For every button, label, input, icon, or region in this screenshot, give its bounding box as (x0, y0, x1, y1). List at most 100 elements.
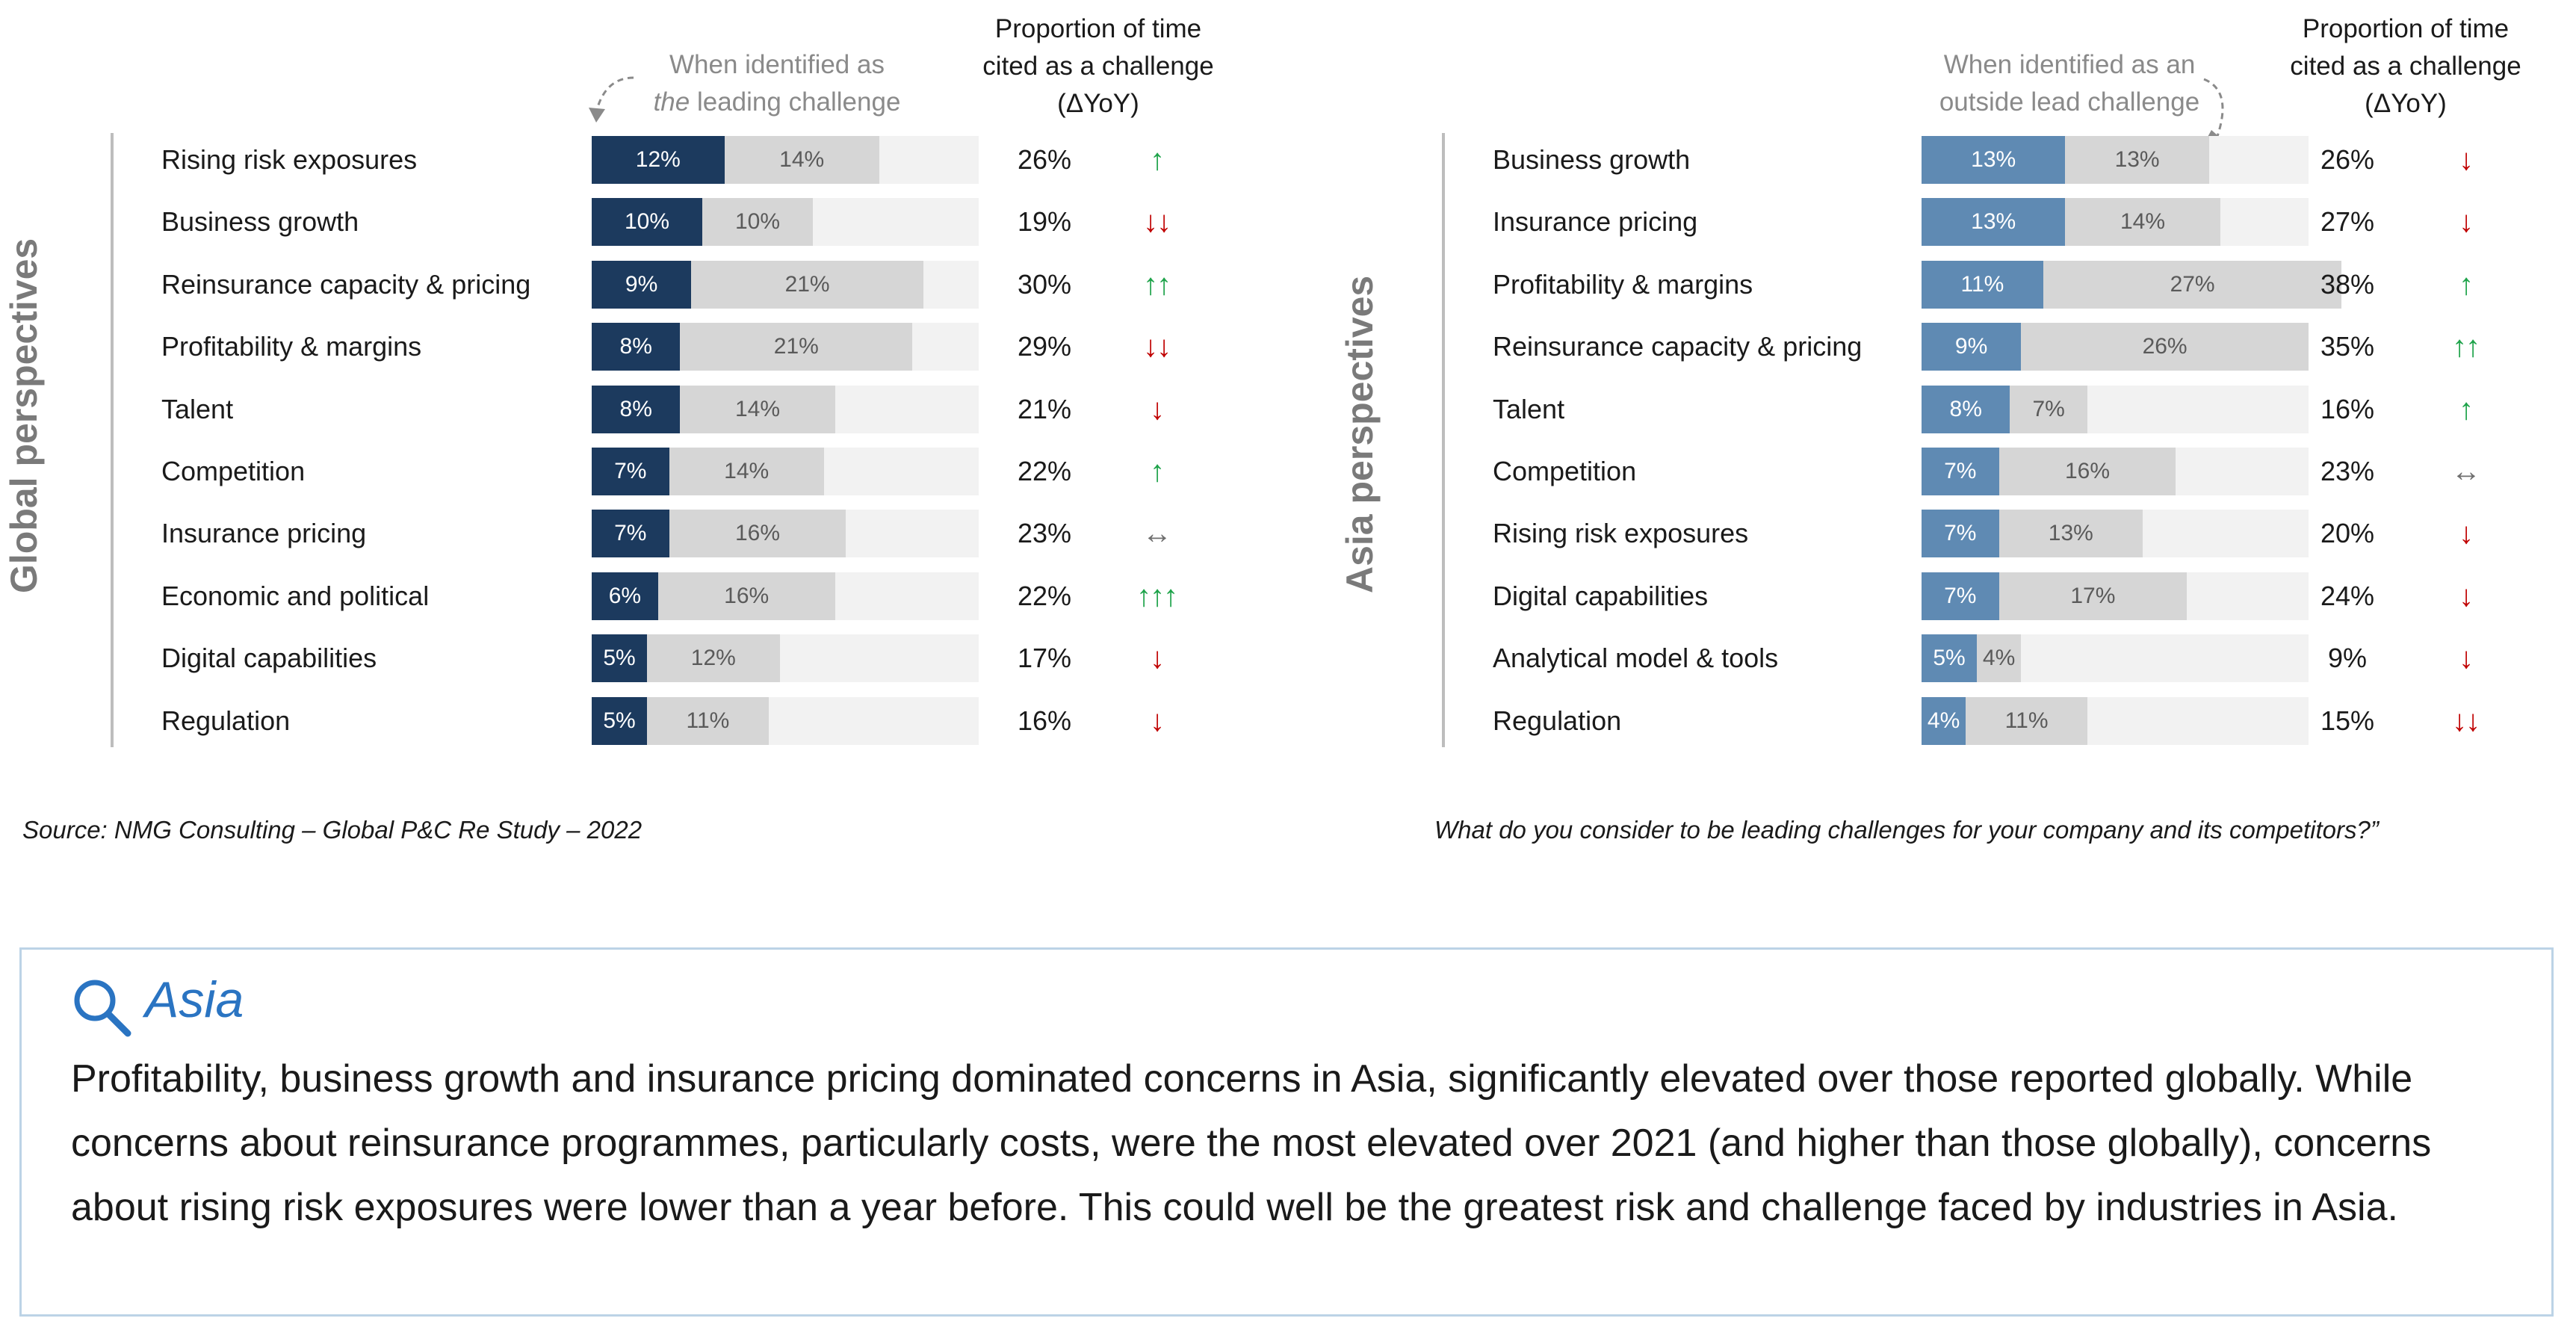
asia-bar-secondary: 27% (2043, 260, 2342, 309)
asia-trend-arrow: ↓ (2459, 143, 2474, 176)
asia-trend-arrow: ↑↑ (2452, 330, 2480, 364)
global-bar-secondary: 16% (669, 510, 846, 558)
asia-bar-track: 9% 26% (1922, 323, 2309, 371)
global-chart-panel: Global perspectives When identified as t… (0, 0, 1270, 762)
asia-bar-primary: 13% (1922, 136, 2066, 184)
global-bar-primary: 7% (592, 510, 669, 558)
asia-trend-arrow: ↓ (2459, 517, 2474, 551)
global-proportion-value: 29% (1017, 331, 1072, 362)
global-trend-arrow: ↑ (1150, 455, 1165, 488)
global-trend-arrow: ↑ (1150, 143, 1165, 176)
global-bar-primary: 8% (592, 323, 681, 371)
global-trend-arrow: ↑↑ (1143, 267, 1171, 301)
global-category-label: Talent (161, 393, 234, 424)
global-category-label: Profitability & margins (161, 331, 422, 362)
global-bar-track: 7% 14% (592, 448, 979, 495)
global-bar-secondary: 21% (691, 260, 923, 309)
asia-trend-arrow: ↓ (2459, 642, 2474, 675)
global-bar-track: 12% 14% (592, 136, 979, 184)
global-chart-title: Global perspectives (3, 238, 45, 593)
global-category-label: Regulation (161, 705, 291, 736)
global-category-label: Competition (161, 456, 306, 486)
asia-bar-primary: 7% (1922, 448, 1999, 495)
global-proportion-value: 26% (1017, 144, 1072, 175)
global-trend-arrow: ↓↓ (1143, 205, 1171, 239)
asia-bar-primary: 11% (1922, 260, 2043, 309)
asia-category-label: Reinsurance capacity & pricing (1493, 331, 1863, 362)
global-bar-secondary: 16% (657, 572, 835, 620)
search-icon (74, 980, 131, 1037)
asia-bar-secondary: 13% (2065, 136, 2209, 184)
asia-category-label: Competition (1493, 456, 1637, 486)
global-proportion-value: 19% (1017, 206, 1072, 238)
asia-bar-primary: 7% (1922, 572, 1999, 620)
global-bar-track: 5% 11% (592, 696, 979, 745)
insight-title: Asia (145, 971, 244, 1028)
asia-bar-track: 11% 27% (1922, 260, 2342, 309)
global-proportion-value: 17% (1017, 643, 1072, 674)
asia-axis-line (1442, 133, 1445, 747)
asia-trend-arrow: ↓ (2459, 205, 2474, 239)
global-axis-line (111, 133, 114, 747)
asia-proportion-value: 35% (2320, 331, 2375, 362)
asia-chart-title: Asia perspectives (1339, 275, 1381, 593)
asia-bar-track: 7% 13% (1922, 510, 2309, 558)
global-trend-arrow: ↓↓ (1143, 330, 1171, 364)
global-proportion-value: 30% (1017, 268, 1072, 300)
global-proportion-value: 23% (1017, 518, 1072, 549)
question-note: What do you consider to be leading chall… (1434, 816, 2379, 844)
asia-bar-secondary: 26% (2021, 323, 2309, 371)
global-bar-primary: 10% (592, 198, 702, 247)
global-bar-track: 8% 21% (592, 323, 979, 371)
asia-proportion-value: 20% (2320, 518, 2375, 549)
global-category-label: Insurance pricing (161, 518, 367, 549)
insight-body: Profitability, business growth and insur… (71, 1057, 2432, 1229)
global-bar-primary: 9% (592, 260, 692, 309)
asia-bar-primary: 4% (1922, 696, 1966, 745)
asia-bar-track: 4% 11% (1922, 696, 2309, 745)
source-note: Source: NMG Consulting – Global P&C Re S… (22, 816, 643, 844)
global-bar-track: 7% 16% (592, 510, 979, 558)
global-proportion-value: 22% (1017, 580, 1072, 611)
global-bar-secondary: 14% (680, 385, 835, 433)
asia-bar-primary: 9% (1922, 323, 2022, 371)
global-trend-arrow: ↓ (1150, 642, 1165, 675)
asia-proportion-value: 26% (2320, 144, 2375, 175)
global-bar-track: 5% 12% (592, 634, 979, 683)
asia-header-proportion: Proportion of time cited as a challenge … (2290, 14, 2521, 118)
asia-bar-track: 7% 17% (1922, 572, 2309, 620)
asia-trend-arrow: ↓ (2459, 579, 2474, 613)
asia-bar-secondary: 14% (2065, 198, 2220, 247)
global-proportion-value: 16% (1017, 705, 1072, 736)
global-bar-track: 10% 10% (592, 198, 979, 247)
global-bar-primary: 6% (592, 572, 658, 620)
asia-trend-arrow: ↓↓ (2452, 704, 2480, 737)
global-header-proportion: Proportion of time cited as a challenge … (982, 14, 1214, 118)
asia-proportion-value: 24% (2320, 580, 2375, 611)
asia-category-label: Digital capabilities (1493, 580, 1709, 611)
global-bar-primary: 7% (592, 448, 669, 495)
asia-bar-primary: 5% (1922, 634, 1977, 683)
asia-proportion-value: 15% (2320, 705, 2375, 736)
asia-bar-track: 13% 14% (1922, 198, 2309, 247)
asia-bar-secondary: 7% (2010, 385, 2087, 433)
global-bar-secondary: 10% (702, 198, 813, 247)
global-proportion-value: 21% (1017, 393, 1072, 424)
asia-bar-secondary: 16% (1998, 448, 2176, 495)
global-bar-track: 8% 14% (592, 385, 979, 433)
global-proportion-value: 22% (1017, 456, 1072, 486)
global-bar-secondary: 14% (669, 448, 824, 495)
global-category-label: Business growth (161, 206, 359, 238)
asia-category-label: Analytical model & tools (1493, 643, 1779, 674)
asia-proportion-value: 38% (2320, 268, 2375, 300)
asia-bar-track: 13% 13% (1922, 136, 2309, 184)
global-trend-arrow: ↑↑↑ (1136, 579, 1178, 613)
asia-bar-track: 7% 16% (1922, 448, 2309, 495)
asia-bar-secondary: 13% (1998, 510, 2143, 558)
global-category-label: Digital capabilities (161, 643, 377, 674)
global-header-arrow (589, 76, 634, 123)
asia-bar-track: 8% 7% (1922, 385, 2309, 433)
global-bar-primary: 12% (592, 136, 725, 184)
asia-bar-primary: 7% (1922, 510, 1999, 558)
asia-proportion-value: 16% (2320, 393, 2375, 424)
